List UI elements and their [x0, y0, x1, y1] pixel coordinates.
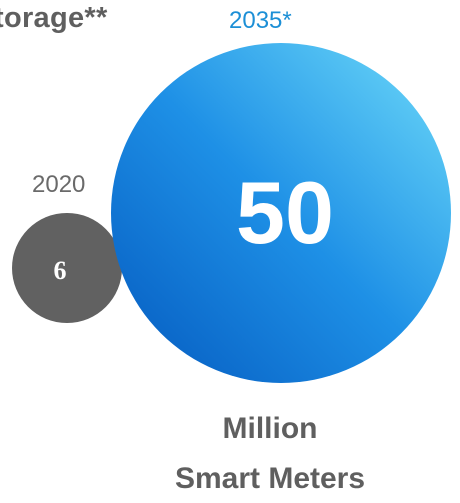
year-label-2035: 2035* [229, 7, 292, 34]
year-label-2020: 2020 [32, 171, 86, 198]
unit-caption-line-2: Smart Meters [174, 462, 366, 495]
unit-caption-line-1: Million [222, 412, 318, 445]
bubble-2035 [111, 43, 451, 383]
chart-title-fragment: torage** [0, 2, 108, 34]
unit-caption: Million Smart Meters [120, 404, 420, 503]
bubble-2020 [12, 213, 122, 323]
bubble-value-2020: 6 [53, 256, 67, 285]
bubble-value-2035: 50 [236, 163, 334, 262]
